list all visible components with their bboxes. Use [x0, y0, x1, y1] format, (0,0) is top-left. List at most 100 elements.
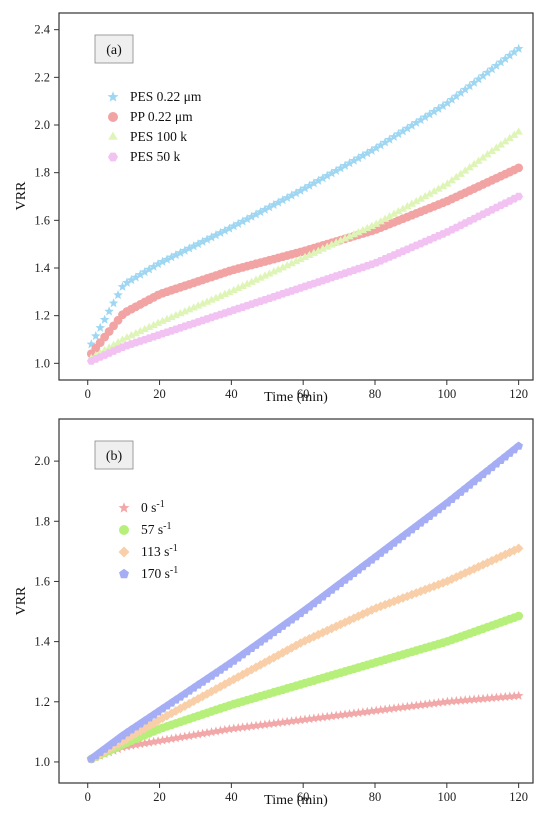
data-point: [438, 578, 448, 588]
panel-tag-box-b: [94, 440, 134, 470]
x-tick-label: 120: [509, 790, 528, 804]
data-point: [442, 98, 453, 108]
data-point: [514, 127, 523, 135]
data-point: [505, 133, 514, 142]
data-point: [144, 737, 154, 747]
data-point: [193, 301, 203, 309]
data-point: [139, 267, 150, 277]
series-4: [86, 192, 524, 365]
data-point: [260, 719, 270, 729]
data-point: [140, 324, 149, 333]
data-point: [487, 692, 497, 703]
data-point: [317, 627, 328, 638]
data-point: [318, 244, 327, 252]
legend-label: PES 100 k: [130, 129, 187, 144]
data-point: [420, 584, 430, 595]
data-point: [429, 186, 439, 195]
data-point: [166, 733, 177, 743]
legend-label: PP 0.22 μm: [130, 109, 193, 124]
legend-marker: [119, 525, 129, 535]
x-tick-label: 40: [225, 790, 238, 804]
data-point: [482, 693, 493, 703]
data-point: [202, 689, 212, 699]
data-point: [108, 741, 119, 752]
data-point: [180, 307, 189, 315]
data-point: [469, 694, 479, 704]
data-point: [514, 611, 524, 621]
data-point: [313, 712, 324, 723]
legend-marker: [107, 91, 119, 102]
data-point: [273, 197, 284, 207]
data-point: [500, 53, 511, 64]
data-point: [228, 221, 239, 231]
data-point: [366, 706, 377, 716]
data-point: [153, 318, 163, 326]
data-point: [451, 91, 462, 101]
data-point: [429, 106, 439, 116]
data-point: [148, 736, 159, 746]
data-point: [179, 245, 190, 255]
y-tick-label: 2.4: [34, 23, 50, 37]
data-point: [442, 696, 453, 706]
data-point: [229, 285, 238, 294]
data-point: [474, 156, 483, 164]
data-point: [509, 130, 519, 138]
data-point: [322, 170, 333, 180]
data-point: [438, 697, 448, 707]
data-point: [460, 84, 471, 94]
data-point: [335, 619, 346, 630]
data-point: [340, 160, 350, 170]
data-point: [157, 713, 168, 724]
data-point: [420, 191, 430, 200]
panel-tag-b: (b): [106, 449, 123, 464]
data-point: [496, 57, 506, 67]
data-point: [104, 306, 114, 316]
data-point: [478, 153, 488, 161]
data-point: [487, 146, 497, 155]
data-point: [202, 297, 212, 305]
data-point: [225, 287, 234, 296]
data-point: [398, 702, 408, 712]
data-point: [509, 691, 519, 701]
data-point: [300, 635, 310, 646]
data-point: [389, 131, 399, 141]
data-point: [135, 269, 146, 279]
data-point: [277, 717, 288, 727]
data-point: [358, 707, 368, 717]
data-point: [162, 734, 172, 744]
series-layer-a: [86, 43, 524, 365]
data-point: [366, 605, 377, 615]
data-point: [331, 165, 341, 175]
data-point: [344, 158, 355, 168]
data-point: [207, 295, 216, 303]
data-point: [407, 199, 416, 207]
data-point: [242, 214, 252, 224]
data-point: [473, 74, 484, 84]
data-point: [447, 176, 457, 184]
data-point: [452, 172, 461, 181]
data-point: [443, 179, 452, 187]
data-point: [291, 256, 301, 265]
panel-tag-a: (a): [106, 43, 122, 58]
data-point: [215, 227, 226, 238]
data-point: [313, 629, 324, 640]
data-point: [371, 705, 382, 715]
data-point: [464, 81, 475, 91]
data-point: [260, 657, 270, 668]
data-point: [95, 322, 106, 332]
y-tick-label: 1.0: [34, 356, 50, 370]
data-point: [375, 140, 386, 150]
data-point: [274, 265, 283, 273]
data-point: [206, 686, 217, 697]
data-point: [179, 731, 190, 741]
data-point: [424, 698, 435, 709]
data-point: [220, 289, 230, 298]
data-point: [415, 586, 426, 597]
data-point: [326, 711, 337, 721]
x-axis-title-a: Time (min): [264, 390, 328, 405]
data-point: [153, 259, 163, 269]
data-point: [406, 120, 417, 130]
data-point: [206, 727, 217, 737]
data-point: [358, 150, 368, 160]
data-point: [363, 223, 372, 232]
